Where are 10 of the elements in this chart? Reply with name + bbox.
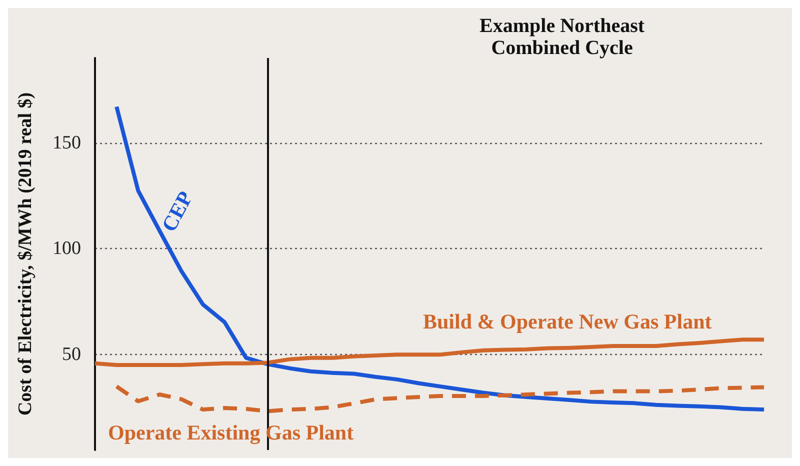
line-series bbox=[114, 384, 766, 414]
chart-title: Example Northeast Combined Cycle bbox=[480, 15, 645, 59]
line-series bbox=[114, 104, 766, 412]
y-tick-label: 50 bbox=[62, 344, 81, 366]
y-tick-label: 150 bbox=[52, 132, 81, 154]
y-tick-label: 100 bbox=[52, 238, 81, 260]
series-label: Build & Operate New Gas Plant bbox=[423, 310, 712, 334]
line-series bbox=[93, 338, 766, 368]
y-axis-title: Cost of Electricity, $/MWh (2019 real $) bbox=[15, 92, 36, 416]
text: CEP bbox=[156, 187, 198, 236]
